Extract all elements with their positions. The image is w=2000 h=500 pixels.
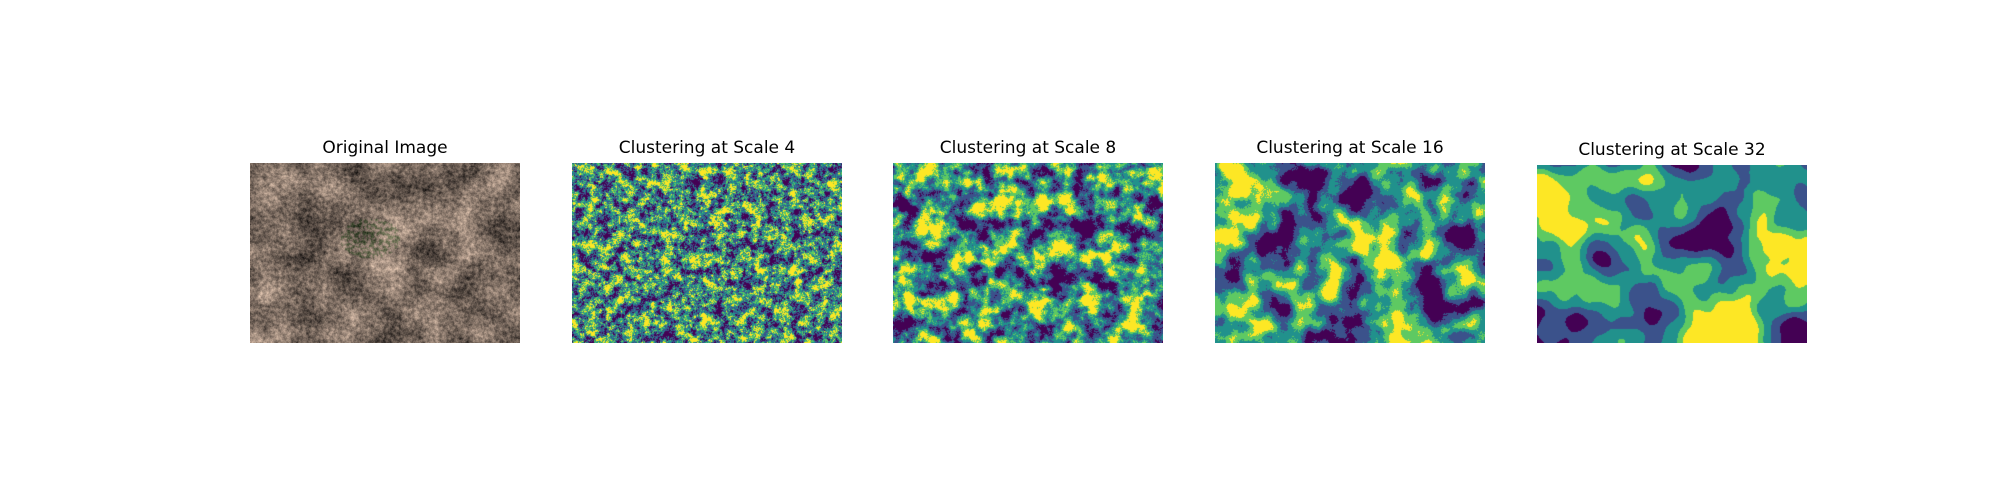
cluster-map-scale-4 [572, 163, 842, 343]
panel-title: Clustering at Scale 16 [1256, 138, 1444, 158]
panel-scale-4: Clustering at Scale 4 [572, 138, 842, 343]
panel-title: Clustering at Scale 8 [939, 138, 1117, 158]
cluster-map-scale-16 [1215, 163, 1485, 343]
panel-scale-16: Clustering at Scale 16 [1215, 138, 1485, 343]
panel-scale-8: Clustering at Scale 8 [893, 138, 1163, 343]
panel-title: Original Image [322, 138, 448, 158]
panel-title: Clustering at Scale 4 [618, 138, 796, 158]
original-aerial-image [250, 163, 520, 343]
cluster-map-scale-32 [1537, 165, 1807, 343]
panel-scale-32: Clustering at Scale 32 [1537, 138, 1807, 343]
panel-title: Clustering at Scale 32 [1578, 140, 1766, 160]
panel-original: Original Image [250, 138, 520, 343]
cluster-map-scale-8 [893, 163, 1163, 343]
